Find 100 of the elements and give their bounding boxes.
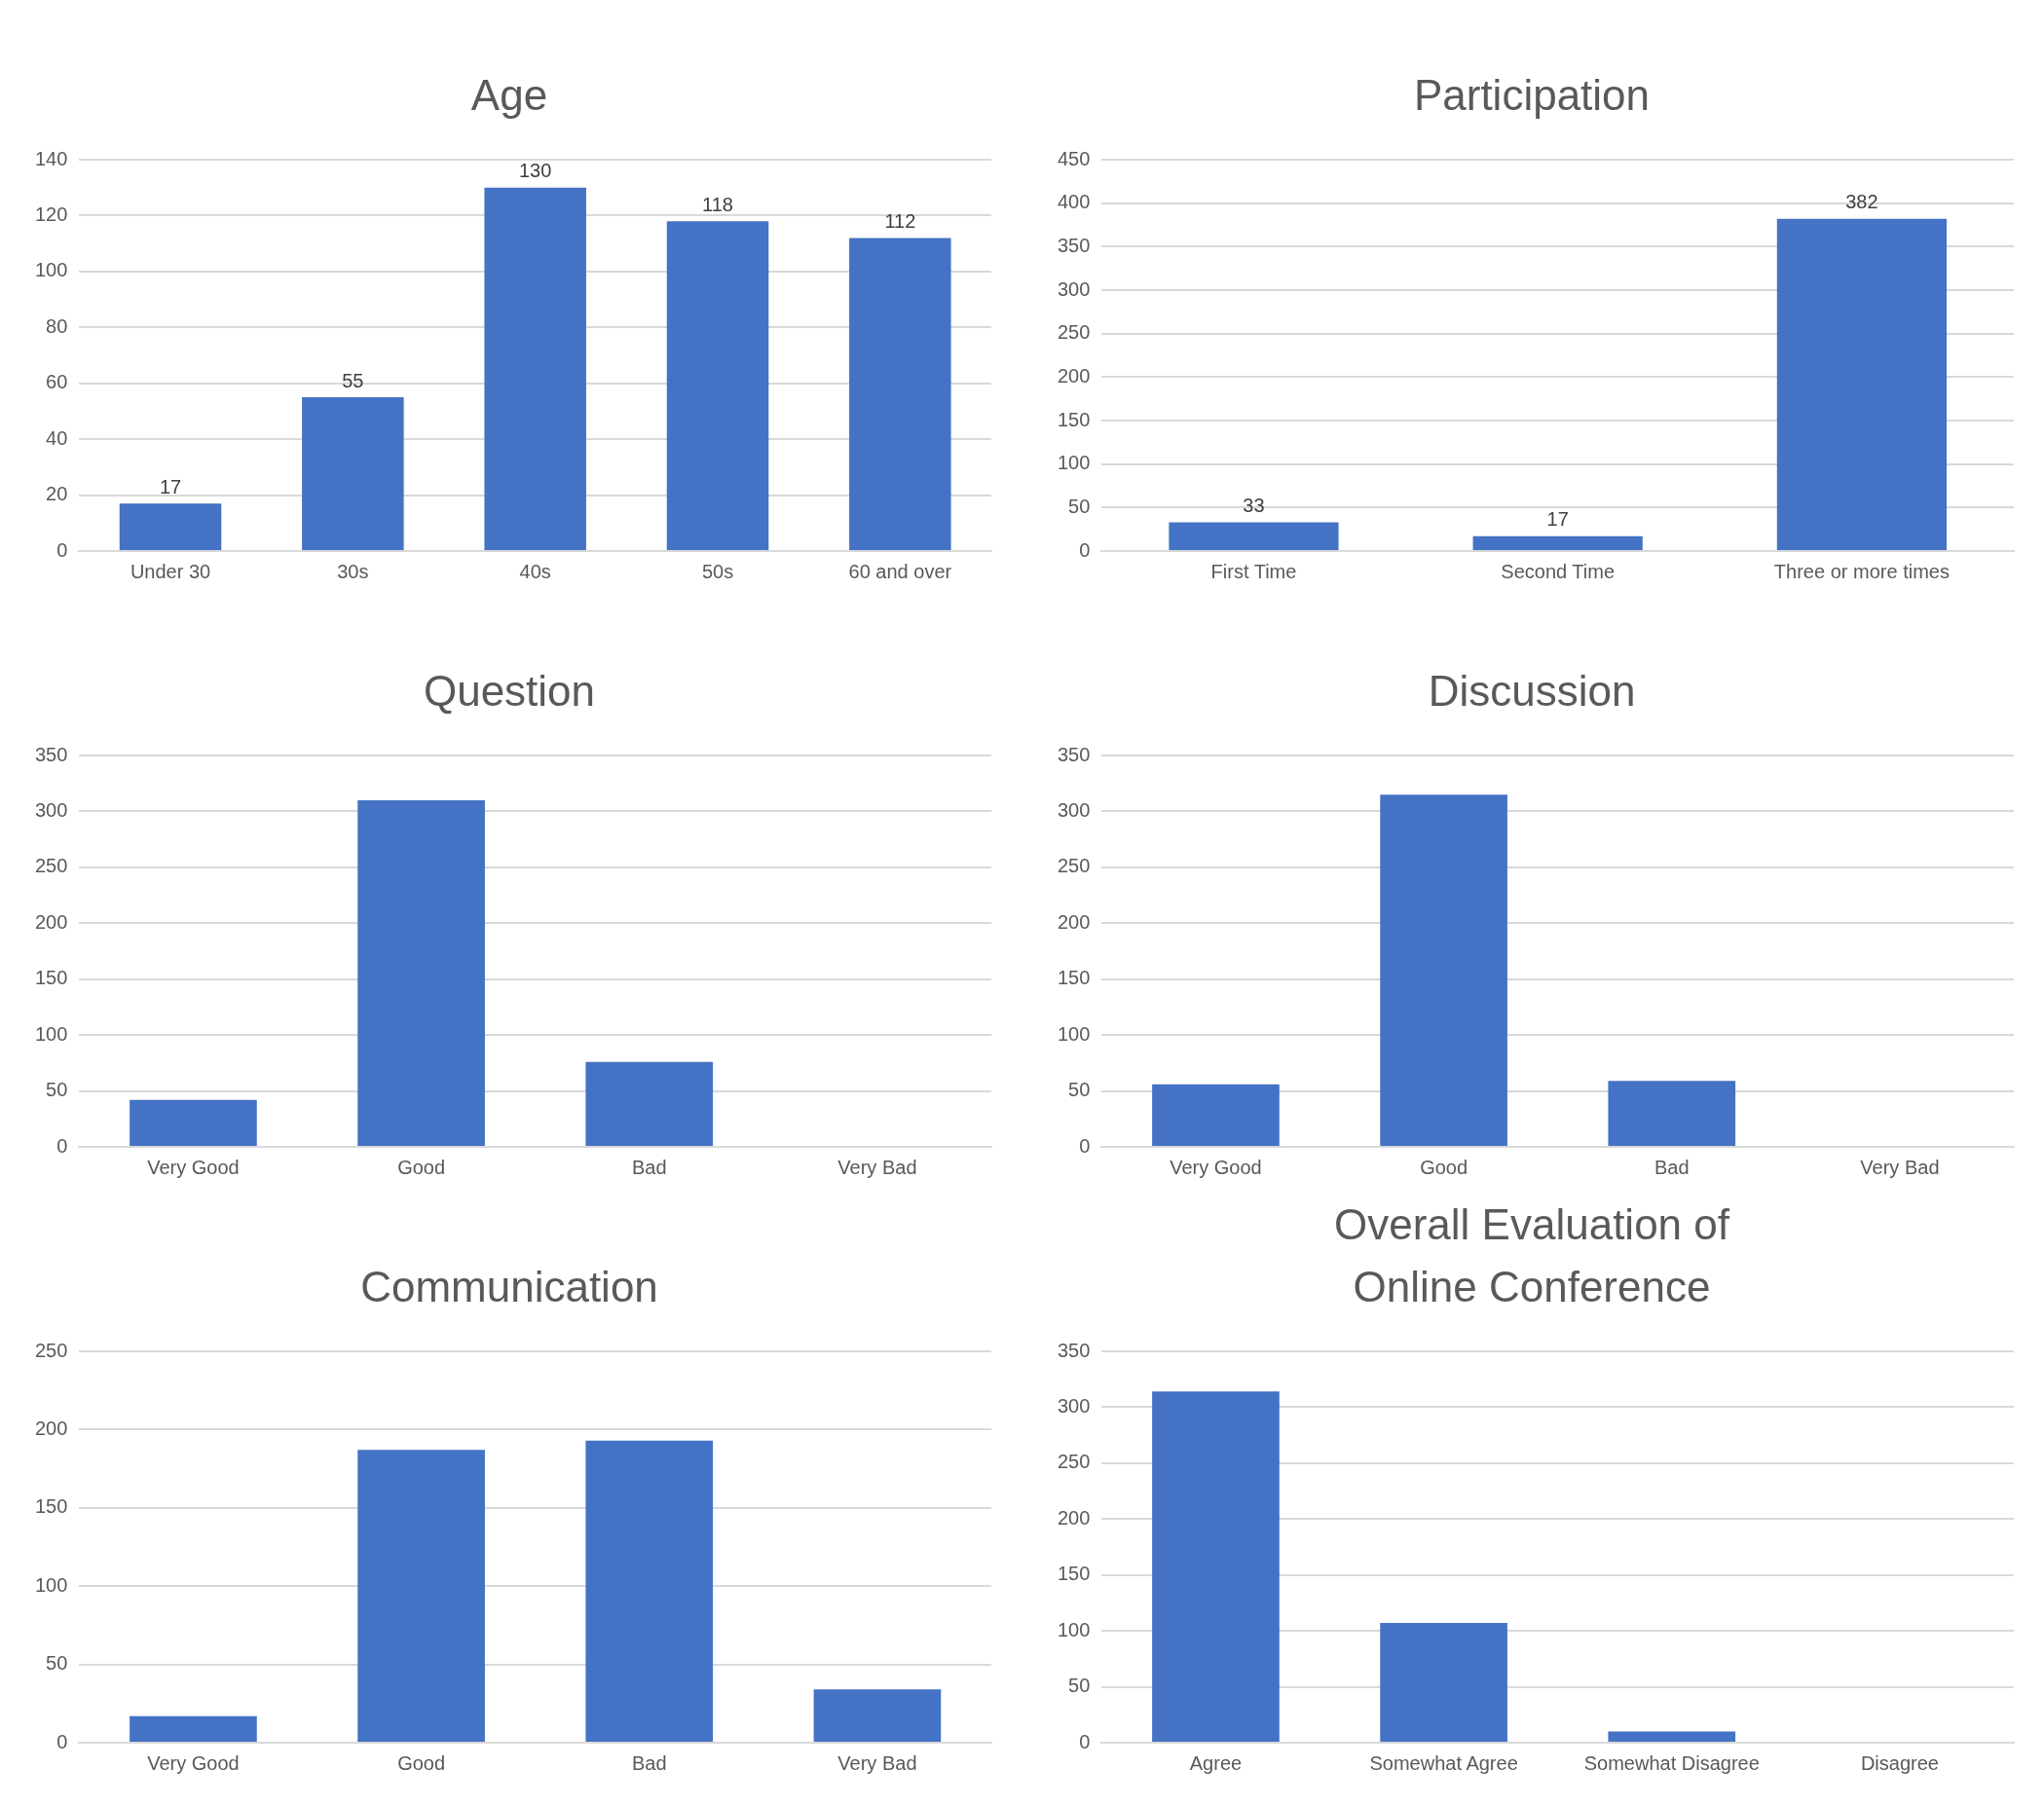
y-tick-label: 200 [34,910,68,933]
y-tick-label: 50 [1068,495,1091,517]
x-tick-label: First Time [1210,560,1297,582]
chart-title: Participation [1413,70,1651,121]
y-tick-label: 300 [1057,1394,1091,1417]
bar [1169,522,1339,550]
y-tick-label: 100 [1057,452,1091,474]
chart-title: Discussion [1428,666,1636,717]
x-tick-label: Very Bad [837,1751,917,1774]
bar [1152,1391,1280,1742]
y-tick-label: 250 [1057,1451,1091,1473]
y-tick-label: 80 [46,314,68,337]
y-tick-label: 0 [1079,1134,1091,1157]
chart-title: Age [470,70,548,121]
x-tick-label: Under 30 [130,560,211,582]
y-tick-label: 150 [1057,1563,1091,1585]
x-tick-label: Bad [1654,1156,1690,1178]
y-tick-label: 120 [34,203,68,225]
data-label: 55 [342,369,364,391]
data-label: 118 [702,193,733,215]
x-tick-label: Bad [631,1156,667,1178]
y-tick-label: 250 [34,1339,68,1361]
y-tick-label: 40 [46,426,68,449]
x-tick-label: Somewhat Disagree [1583,1751,1760,1774]
bar [1776,218,1947,550]
x-tick-label: 40s [519,560,551,582]
y-tick-label: 0 [56,538,68,561]
bar [813,1689,942,1742]
bar [1472,535,1643,550]
y-tick-label: 100 [34,1573,68,1596]
y-tick-label: 20 [46,483,68,505]
y-tick-label: 0 [56,1134,68,1157]
x-tick-label: Disagree [1860,1751,1939,1774]
bar [1608,1081,1736,1146]
y-tick-label: 300 [1057,277,1091,300]
y-tick-label: 0 [56,1730,68,1752]
y-tick-label: 50 [1068,1675,1091,1697]
y-tick-label: 350 [1057,234,1091,256]
y-tick-label: 150 [34,967,68,989]
y-tick-label: 50 [1068,1079,1091,1101]
y-tick-label: 100 [34,259,68,281]
y-tick-label: 400 [1057,191,1091,213]
y-tick-label: 200 [1057,1506,1091,1529]
y-tick-label: 250 [1057,321,1091,344]
bar [130,1715,257,1742]
y-tick-label: 250 [34,855,68,877]
y-tick-label: 350 [1057,1339,1091,1361]
x-tick-label: Somewhat Agree [1369,1751,1518,1774]
y-tick-label: 350 [34,743,68,765]
x-tick-label: Good [397,1156,446,1178]
data-label: 130 [519,160,552,182]
y-tick-label: 100 [34,1022,68,1045]
y-tick-label: 300 [1057,798,1091,821]
x-tick-label: Very Good [147,1156,240,1178]
x-tick-label: Good [1420,1156,1468,1178]
y-tick-label: 450 [1057,147,1091,169]
bar [130,1099,257,1146]
data-label: 33 [1243,495,1265,517]
y-tick-label: 350 [1057,743,1091,765]
data-label: 17 [1546,508,1569,531]
x-tick-label: Agree [1189,1751,1243,1774]
bar [1380,794,1507,1146]
bar [357,799,485,1146]
y-tick-label: 250 [1057,855,1091,877]
x-tick-label: Very Bad [837,1156,917,1178]
y-tick-label: 200 [1057,364,1091,387]
x-tick-label: Very Good [1170,1156,1262,1178]
data-label: 382 [1845,191,1878,213]
y-tick-label: 50 [46,1079,68,1101]
data-label: 112 [884,209,916,232]
y-tick-label: 50 [46,1652,68,1675]
bar [1380,1623,1507,1742]
y-tick-label: 0 [1079,538,1091,561]
bar [302,397,404,550]
y-tick-label: 0 [1079,1730,1091,1752]
y-tick-label: 100 [1057,1618,1091,1640]
bar [1152,1084,1280,1146]
x-tick-label: Good [397,1751,446,1774]
bar [849,238,951,550]
data-label: 17 [159,475,182,497]
y-tick-label: 60 [46,371,68,393]
chart-title: Question [423,666,596,717]
x-tick-label: 50s [701,560,734,582]
bar [119,503,222,550]
chart-title: Communication [360,1262,658,1312]
bar [484,187,586,550]
x-tick-label: Very Good [147,1751,240,1774]
y-tick-label: 150 [34,1495,68,1518]
x-tick-label: Very Bad [1860,1156,1940,1178]
y-tick-label: 200 [1057,910,1091,933]
bar [357,1450,485,1742]
y-tick-label: 300 [34,798,68,821]
bar [585,1440,714,1742]
x-tick-label: 60 and over [848,560,952,582]
x-tick-label: Bad [631,1751,667,1774]
chart-title: Overall Evaluation of Online Conference [1333,1199,1730,1312]
bar [585,1061,714,1146]
x-tick-label: Three or more times [1773,560,1950,582]
y-tick-label: 150 [1057,408,1091,430]
x-tick-label: 30s [337,560,369,582]
